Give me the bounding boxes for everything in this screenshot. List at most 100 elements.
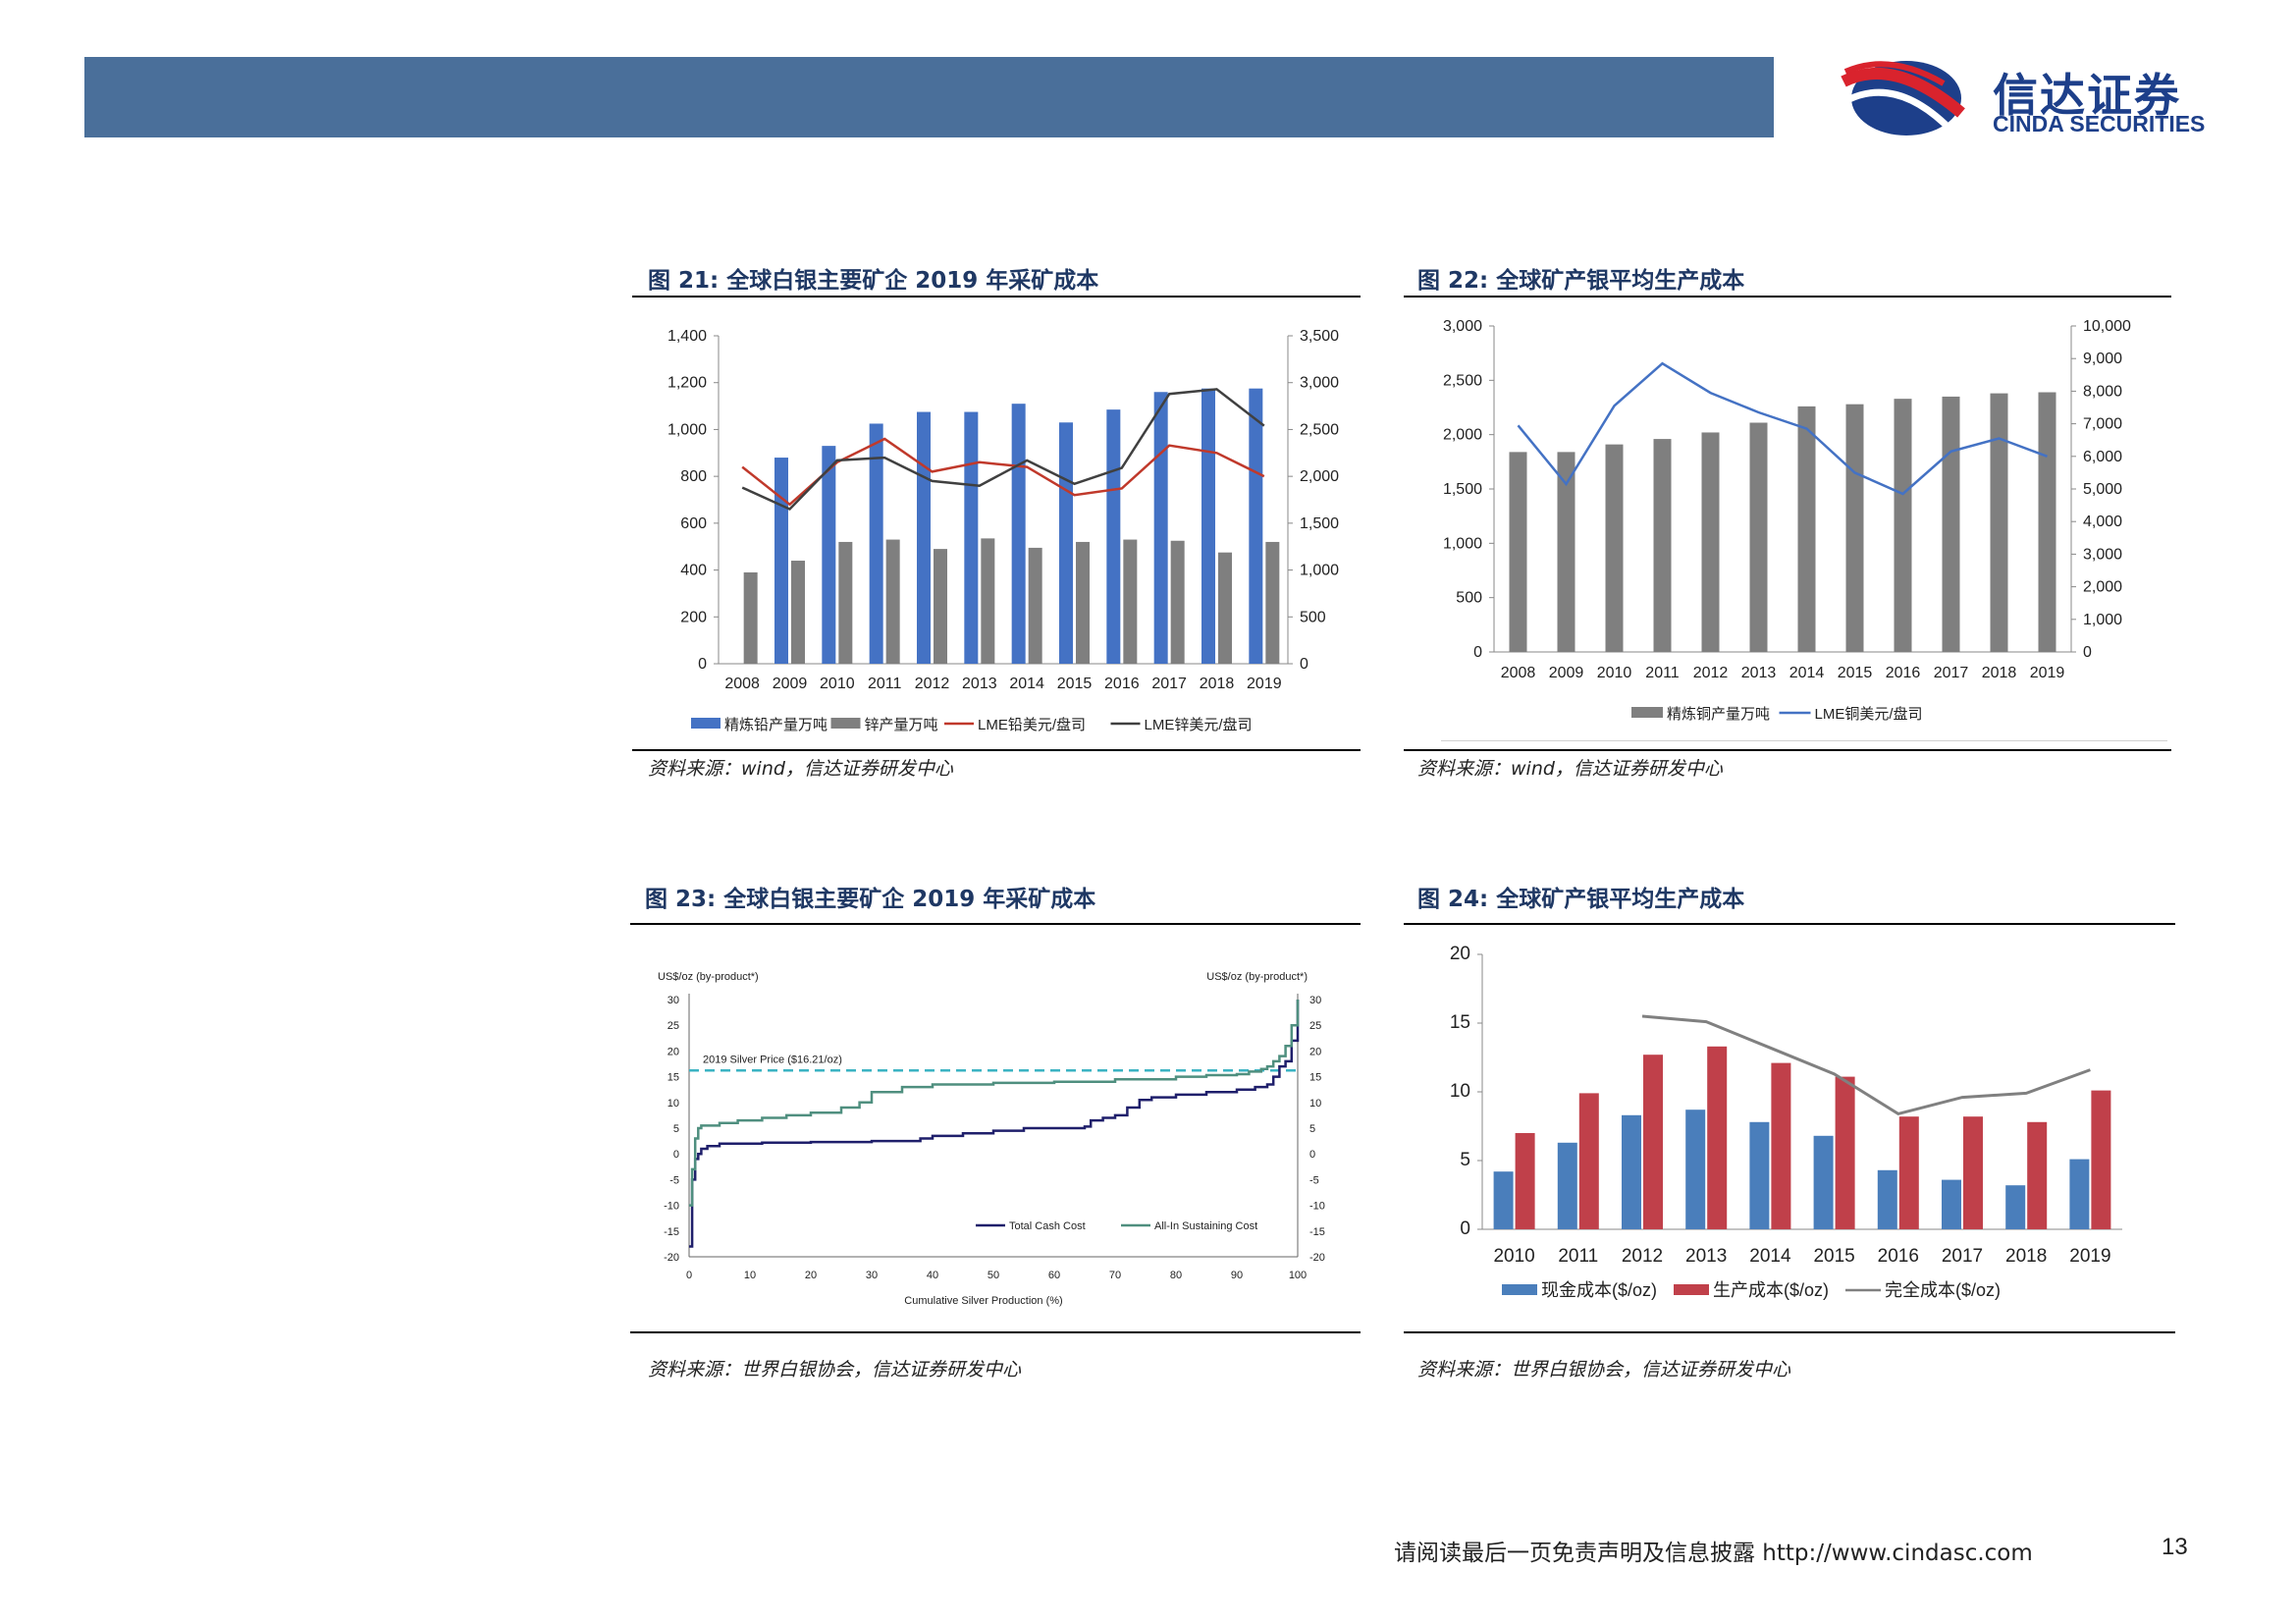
bar <box>1749 1121 1770 1229</box>
bar <box>1813 1135 1834 1229</box>
bar <box>1249 388 1263 664</box>
bar <box>1028 547 1042 664</box>
series-line <box>689 1000 1300 1248</box>
x-tick-label: 2014 <box>1009 676 1044 692</box>
bar <box>1963 1116 1983 1229</box>
series-line <box>1641 1014 2091 1116</box>
x-tick-label: 2017 <box>1934 665 1969 681</box>
y-tick-label: 20 <box>1450 944 1470 964</box>
y2-tick-label: 0 <box>2083 644 2092 661</box>
bar <box>934 549 947 664</box>
y-tick-label: 20 <box>667 1046 679 1057</box>
figure-23-bottom-rule <box>630 1331 1361 1333</box>
figure-21-title: 图 21: 全球白银主要矿企 2019 年采矿成本 <box>648 268 1099 294</box>
y-tick-label: 5 <box>673 1123 679 1135</box>
bar <box>1942 396 1960 652</box>
series-line <box>1517 361 2048 496</box>
bar <box>1685 1110 1706 1229</box>
y2-tick-label: 3,000 <box>1300 375 1339 392</box>
bar <box>2027 1121 2048 1229</box>
bar <box>1106 409 1121 664</box>
y2-tick-label: 5 <box>1309 1123 1315 1135</box>
bar <box>1201 388 1215 664</box>
x-tick-label: 2008 <box>724 676 760 692</box>
x-tick-label: 2008 <box>1501 665 1536 681</box>
x-axis-label: Cumulative Silver Production (%) <box>904 1295 1062 1307</box>
x-tick-label: 100 <box>1289 1270 1307 1281</box>
x-tick-label: 2011 <box>1645 665 1680 681</box>
y-tick-label: -10 <box>664 1201 679 1213</box>
figure-24-top-rule <box>1404 923 2175 925</box>
y-tick-label: 1,500 <box>1443 481 1482 498</box>
figure-22-title: 图 22: 全球矿产银平均生产成本 <box>1417 268 1745 294</box>
y2-tick-label: 8,000 <box>2083 383 2122 400</box>
y2-tick-label: 9,000 <box>2083 351 2122 367</box>
x-tick-label: 2015 <box>1813 1246 1854 1267</box>
bar <box>2091 1090 2111 1229</box>
x-tick-label: 2014 <box>1749 1246 1791 1267</box>
bar <box>1643 1055 1663 1229</box>
bar <box>1990 393 2008 652</box>
y-tick-label: 10 <box>1450 1081 1470 1102</box>
figure-24-bottom-rule <box>1404 1331 2175 1333</box>
x-tick-label: 70 <box>1109 1270 1121 1281</box>
legend-label: 精炼铅产量万吨 <box>724 717 828 733</box>
y2-tick-label: -15 <box>1309 1226 1325 1238</box>
x-tick-label: 2018 <box>2005 1246 2047 1267</box>
bar <box>917 411 931 664</box>
x-tick-label: 2013 <box>1685 1246 1727 1267</box>
cinda-logo: 信达证券 CINDA SECURITIES <box>1836 54 2238 142</box>
x-tick-label: 2015 <box>1057 676 1093 692</box>
y2-tick-label: 3,500 <box>1300 328 1339 345</box>
bar <box>743 571 758 664</box>
y-tick-label: 0 <box>1473 644 1482 661</box>
y-tick-label: 0 <box>673 1149 679 1161</box>
bar <box>869 423 883 664</box>
x-tick-label: 2013 <box>1741 665 1777 681</box>
x-tick-label: 0 <box>686 1270 692 1281</box>
x-tick-label: 2018 <box>1200 676 1235 692</box>
y-axis-label: US$/oz (by-product*) <box>658 971 759 983</box>
figure-21-source: 资料来源：wind，信达证券研发中心 <box>648 758 953 780</box>
series-line <box>689 1000 1300 1207</box>
y-tick-label: 1,000 <box>1443 535 1482 552</box>
bar <box>2069 1159 2090 1229</box>
y2-tick-label: 4,000 <box>2083 514 2122 530</box>
bar <box>1059 422 1073 664</box>
x-tick-label: 2012 <box>1693 665 1729 681</box>
legend-swatch <box>1631 707 1663 718</box>
y-tick-label: 600 <box>680 515 707 532</box>
figure-21-bottom-rule <box>632 749 1361 751</box>
figure-22-bottom-rule <box>1404 749 2171 751</box>
y2-tick-label: 1,000 <box>2083 612 2122 628</box>
figure-22-source: 资料来源：wind，信达证券研发中心 <box>1417 758 1723 780</box>
x-tick-label: 90 <box>1231 1270 1243 1281</box>
y-tick-label: 1,400 <box>667 328 707 345</box>
bar <box>1265 541 1280 664</box>
x-tick-label: 2012 <box>915 676 950 692</box>
y-tick-label: 25 <box>667 1020 679 1032</box>
x-tick-label: 2015 <box>1838 665 1873 681</box>
bar <box>1622 1114 1641 1229</box>
logo-text-cn: 信达证券 <box>1993 69 2181 122</box>
legend-label: 锌产量万吨 <box>865 717 938 733</box>
y2-tick-label: 10 <box>1309 1098 1321 1110</box>
x-tick-label: 2013 <box>962 676 997 692</box>
bar <box>1170 540 1185 664</box>
y2-tick-label: 7,000 <box>2083 416 2122 433</box>
bar <box>2005 1185 2026 1229</box>
y-tick-label: 800 <box>680 468 707 485</box>
y-tick-label: 2,500 <box>1443 372 1482 389</box>
figure-23-source: 资料来源：世界白银协会，信达证券研发中心 <box>648 1359 1022 1380</box>
y-tick-label: 0 <box>698 656 707 673</box>
legend-swatch <box>691 718 721 729</box>
x-tick-label: 2019 <box>2030 665 2065 681</box>
x-tick-label: 60 <box>1048 1270 1060 1281</box>
bar <box>1557 1142 1577 1229</box>
y2-tick-label: -20 <box>1309 1252 1325 1264</box>
x-tick-label: 2010 <box>1493 1246 1534 1267</box>
y-tick-label: 15 <box>1450 1012 1470 1033</box>
legend-swatch <box>1674 1284 1709 1295</box>
chart-24: 0 5 10 15 20 2010 2011 2012 2013 2014 2015 2016 2017… <box>1450 944 2122 1300</box>
bar <box>2038 392 2056 652</box>
